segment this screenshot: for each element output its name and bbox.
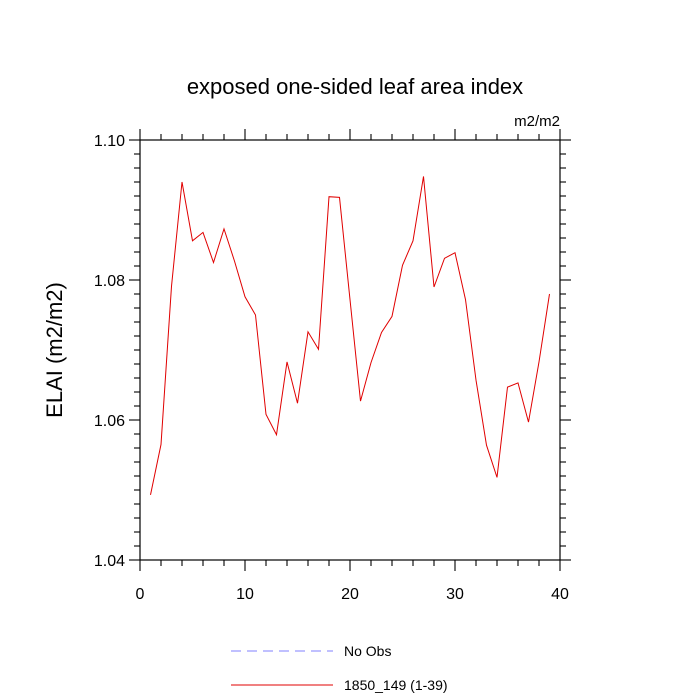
y-tick-label: 1.04 [94, 553, 125, 570]
series-lines [150, 176, 550, 496]
x-tick-label: 10 [236, 586, 254, 603]
axis-ticks [129, 129, 571, 571]
series-line [150, 176, 550, 496]
chart-title: exposed one-sided leaf area index [187, 74, 523, 99]
y-axis-label: ELAI (m2/m2) [42, 282, 67, 418]
plot-frame [139, 139, 561, 561]
x-tick-label: 0 [136, 586, 145, 603]
y-tick-label: 1.06 [94, 413, 125, 430]
units-label: m2/m2 [514, 113, 560, 130]
x-tick-label: 30 [446, 586, 464, 603]
x-tick-label: 20 [341, 586, 359, 603]
legend-label: 1850_149 (1-39) [344, 677, 448, 693]
y-tick-label: 1.08 [94, 273, 125, 290]
legend-label: No Obs [344, 643, 391, 659]
y-tick-label: 1.10 [94, 133, 125, 150]
axis-tick-labels: 0 10 20 30 40 1.04 1.06 1.08 1.10 [94, 133, 569, 603]
legend: No Obs 1850_149 (1-39) [231, 643, 448, 693]
x-tick-label: 40 [551, 586, 569, 603]
